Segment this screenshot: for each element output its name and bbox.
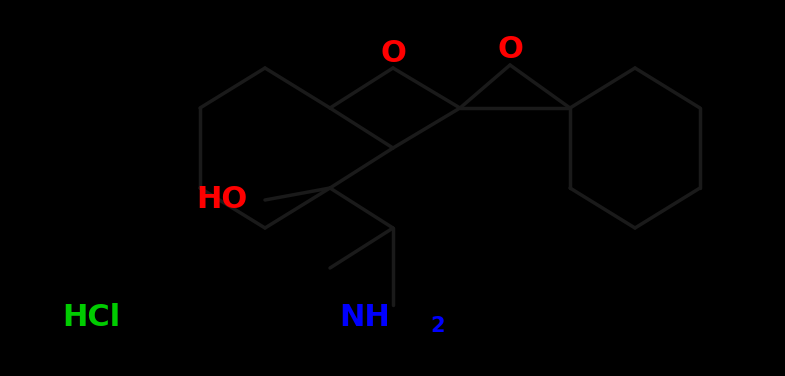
Text: 2: 2 [430, 316, 444, 336]
Text: O: O [380, 38, 406, 68]
Text: NH: NH [339, 303, 390, 332]
Text: HO: HO [196, 185, 247, 214]
Text: HCl: HCl [62, 303, 120, 332]
Text: O: O [497, 35, 523, 65]
